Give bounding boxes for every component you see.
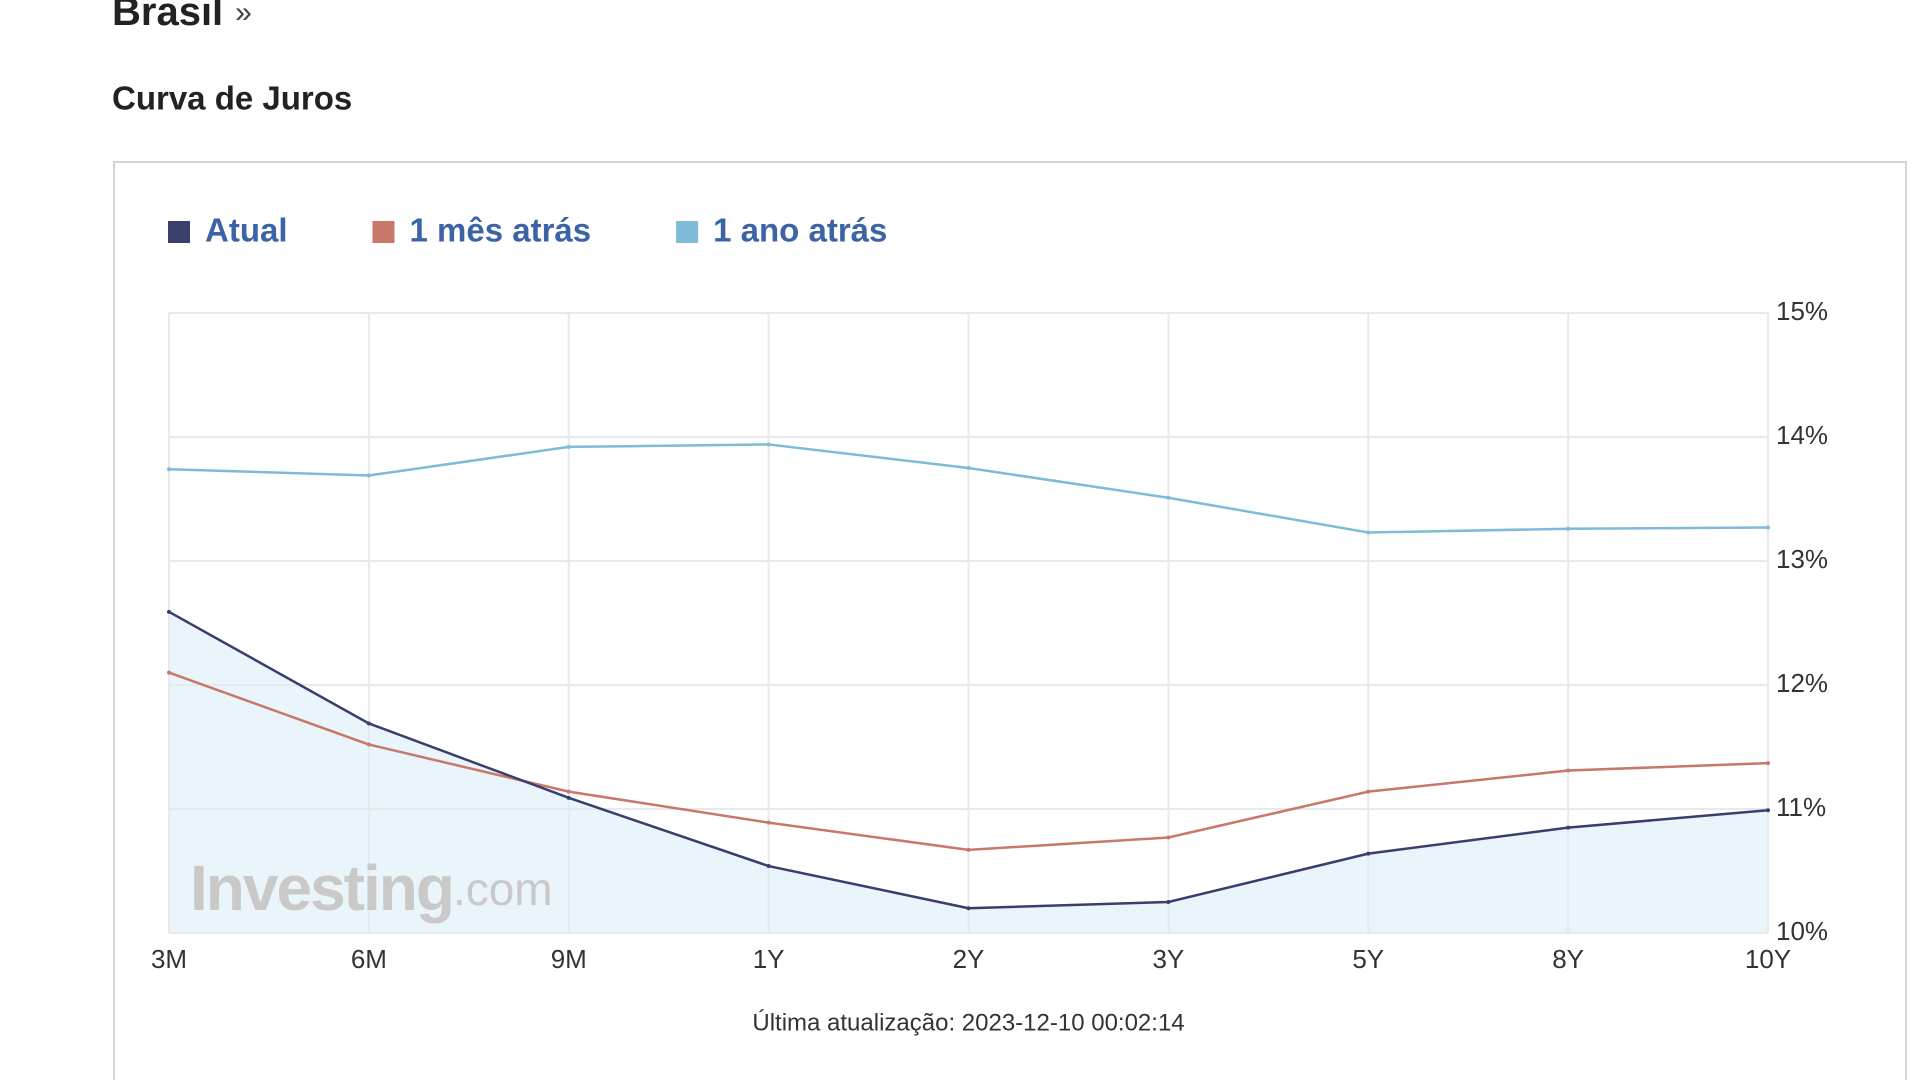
y-tick-label: 12% <box>1776 668 1828 698</box>
data-point <box>1766 761 1770 766</box>
heading-text: Brasil <box>112 0 223 34</box>
data-point <box>1366 851 1371 856</box>
data-point <box>766 442 771 447</box>
watermark: Investing.com <box>190 852 553 924</box>
y-tick-label: 13% <box>1776 544 1828 574</box>
data-point <box>1766 525 1770 530</box>
data-point <box>1566 768 1571 773</box>
y-tick-label: 14% <box>1776 420 1828 450</box>
legend-swatch <box>372 221 395 243</box>
data-point <box>167 670 171 675</box>
data-point <box>766 820 771 825</box>
x-tick-label: 3M <box>151 944 187 974</box>
legend-label: 1 ano atrás <box>713 212 887 249</box>
data-point <box>366 742 371 747</box>
y-tick-label: 10% <box>1776 916 1828 946</box>
data-point <box>566 795 571 800</box>
y-tick-label: 15% <box>1776 296 1828 326</box>
x-tick-label: 3Y <box>1152 944 1184 974</box>
data-point <box>167 467 171 472</box>
data-point <box>1766 808 1770 813</box>
data-point <box>966 466 971 470</box>
data-point <box>566 444 571 449</box>
legend-item[interactable]: Atual <box>168 212 288 249</box>
data-point <box>366 473 371 478</box>
data-point <box>766 864 771 869</box>
legend-swatch <box>676 221 699 243</box>
data-point <box>366 721 371 726</box>
legend-item[interactable]: 1 mês atrás <box>372 212 592 249</box>
heading-suffix[interactable]: » <box>235 0 252 29</box>
data-point <box>966 906 971 911</box>
legend-swatch <box>168 221 190 243</box>
x-tick-label: 6M <box>351 944 387 974</box>
x-tick-label: 8Y <box>1552 944 1584 974</box>
x-tick-label: 2Y <box>953 944 985 974</box>
legend-item[interactable]: 1 ano atrás <box>676 212 887 249</box>
x-tick-label: 1Y <box>753 944 785 974</box>
y-tick-label: 11% <box>1776 792 1826 822</box>
data-point <box>1166 495 1171 500</box>
x-tick-label: 9M <box>551 944 587 974</box>
data-point <box>1366 530 1371 535</box>
data-point <box>1566 825 1571 830</box>
page-heading: Brasil » <box>112 0 252 34</box>
x-tick-label: 5Y <box>1352 944 1384 974</box>
data-point <box>1366 789 1371 794</box>
data-point <box>167 609 171 614</box>
page-subheading: Curva de Juros <box>112 80 352 117</box>
data-point <box>1566 526 1571 531</box>
legend-label: 1 mês atrás <box>410 212 592 249</box>
watermark-brand: Investing <box>190 852 453 924</box>
data-point <box>1166 900 1171 904</box>
legend-label: Atual <box>205 212 288 249</box>
watermark-suffix: .com <box>453 863 553 915</box>
data-point <box>1166 835 1171 840</box>
data-point <box>566 789 571 794</box>
x-tick-label: 10Y <box>1745 944 1791 974</box>
footer-note: Última atualização: 2023-12-10 00:02:14 <box>752 1009 1184 1036</box>
data-point <box>966 847 971 852</box>
